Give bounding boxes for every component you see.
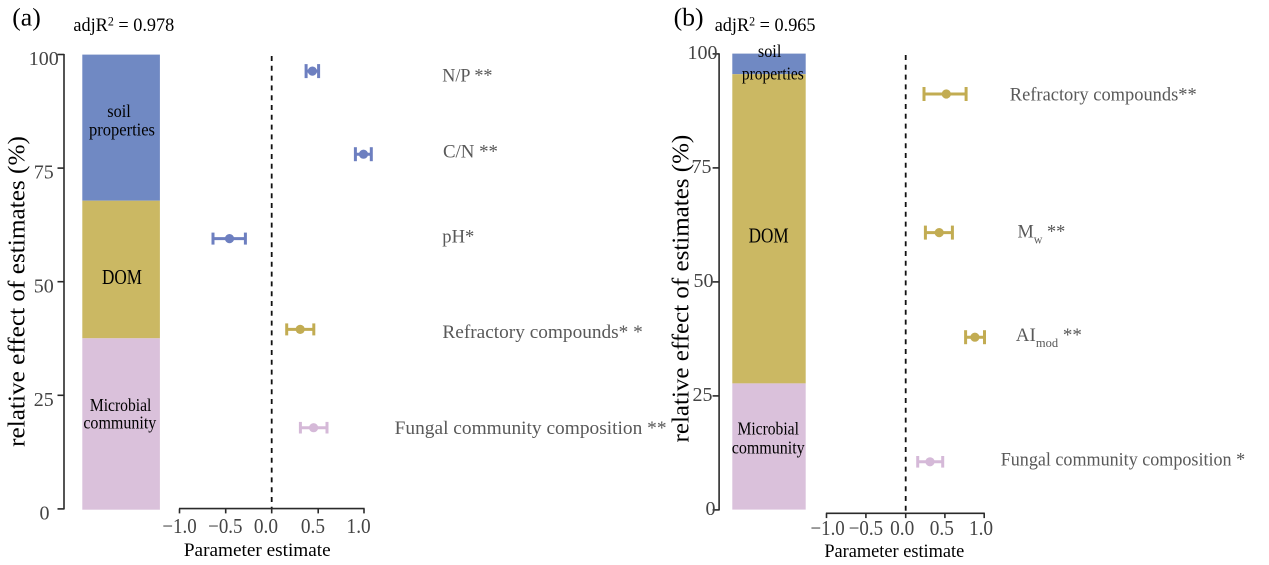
svg-text:100: 100 bbox=[29, 48, 59, 70]
svg-text:AImod **: AImod ** bbox=[1016, 325, 1082, 350]
svg-text:0.0: 0.0 bbox=[890, 518, 914, 541]
svg-text:0.5: 0.5 bbox=[301, 515, 325, 538]
svg-text:DOM: DOM bbox=[102, 266, 142, 289]
svg-text:community: community bbox=[732, 438, 806, 458]
svg-text:community: community bbox=[83, 413, 157, 433]
svg-text:1.0: 1.0 bbox=[347, 515, 371, 538]
svg-text:Parameter estimate: Parameter estimate bbox=[184, 540, 331, 561]
svg-text:75: 75 bbox=[34, 161, 54, 183]
svg-text:−1.0: −1.0 bbox=[162, 515, 196, 538]
svg-text:Fungal community composition *: Fungal community composition * bbox=[1001, 449, 1245, 471]
svg-text:adjR2 = 0.965: adjR2 = 0.965 bbox=[715, 14, 816, 36]
svg-text:50: 50 bbox=[694, 270, 714, 292]
svg-text:0: 0 bbox=[40, 503, 50, 525]
svg-text:50: 50 bbox=[34, 275, 54, 297]
svg-text:N/P **: N/P ** bbox=[442, 65, 492, 86]
svg-text:(b): (b) bbox=[674, 3, 704, 32]
svg-text:relative effect of estimates (: relative effect of estimates (%) bbox=[668, 135, 694, 443]
svg-text:75: 75 bbox=[692, 156, 712, 178]
svg-text:1.0: 1.0 bbox=[969, 518, 993, 541]
svg-text:(a): (a) bbox=[12, 3, 41, 32]
svg-text:soil: soil bbox=[107, 101, 131, 121]
svg-text:0: 0 bbox=[706, 498, 716, 520]
svg-text:−1.0: −1.0 bbox=[810, 517, 844, 540]
svg-text:C/N **: C/N ** bbox=[443, 141, 498, 162]
svg-text:100: 100 bbox=[688, 42, 718, 64]
svg-text:−0.5: −0.5 bbox=[208, 515, 242, 538]
svg-text:0.0: 0.0 bbox=[254, 515, 278, 538]
svg-text:−0.5: −0.5 bbox=[849, 517, 883, 540]
svg-text:properties: properties bbox=[89, 120, 155, 140]
svg-text:Parameter estimate: Parameter estimate bbox=[824, 541, 964, 561]
svg-text:relative effect of estimates (: relative effect of estimates (%) bbox=[4, 136, 30, 447]
svg-text:adjR2 = 0.978: adjR2 = 0.978 bbox=[73, 14, 174, 36]
svg-text:Refractory compounds* *: Refractory compounds* * bbox=[442, 322, 642, 343]
svg-text:0.5: 0.5 bbox=[930, 518, 954, 541]
svg-text:Microbial: Microbial bbox=[737, 419, 799, 439]
svg-text:25: 25 bbox=[34, 389, 54, 411]
svg-text:Refractory compounds**: Refractory compounds** bbox=[1010, 84, 1197, 105]
svg-text:Microbial: Microbial bbox=[90, 395, 152, 415]
svg-text:25: 25 bbox=[693, 384, 713, 406]
svg-text:Fungal community composition *: Fungal community composition ** bbox=[395, 418, 667, 439]
svg-text:pH*: pH* bbox=[442, 226, 474, 247]
svg-text:DOM: DOM bbox=[749, 225, 789, 248]
svg-text:properties: properties bbox=[742, 64, 804, 84]
svg-text:soil: soil bbox=[758, 41, 782, 61]
